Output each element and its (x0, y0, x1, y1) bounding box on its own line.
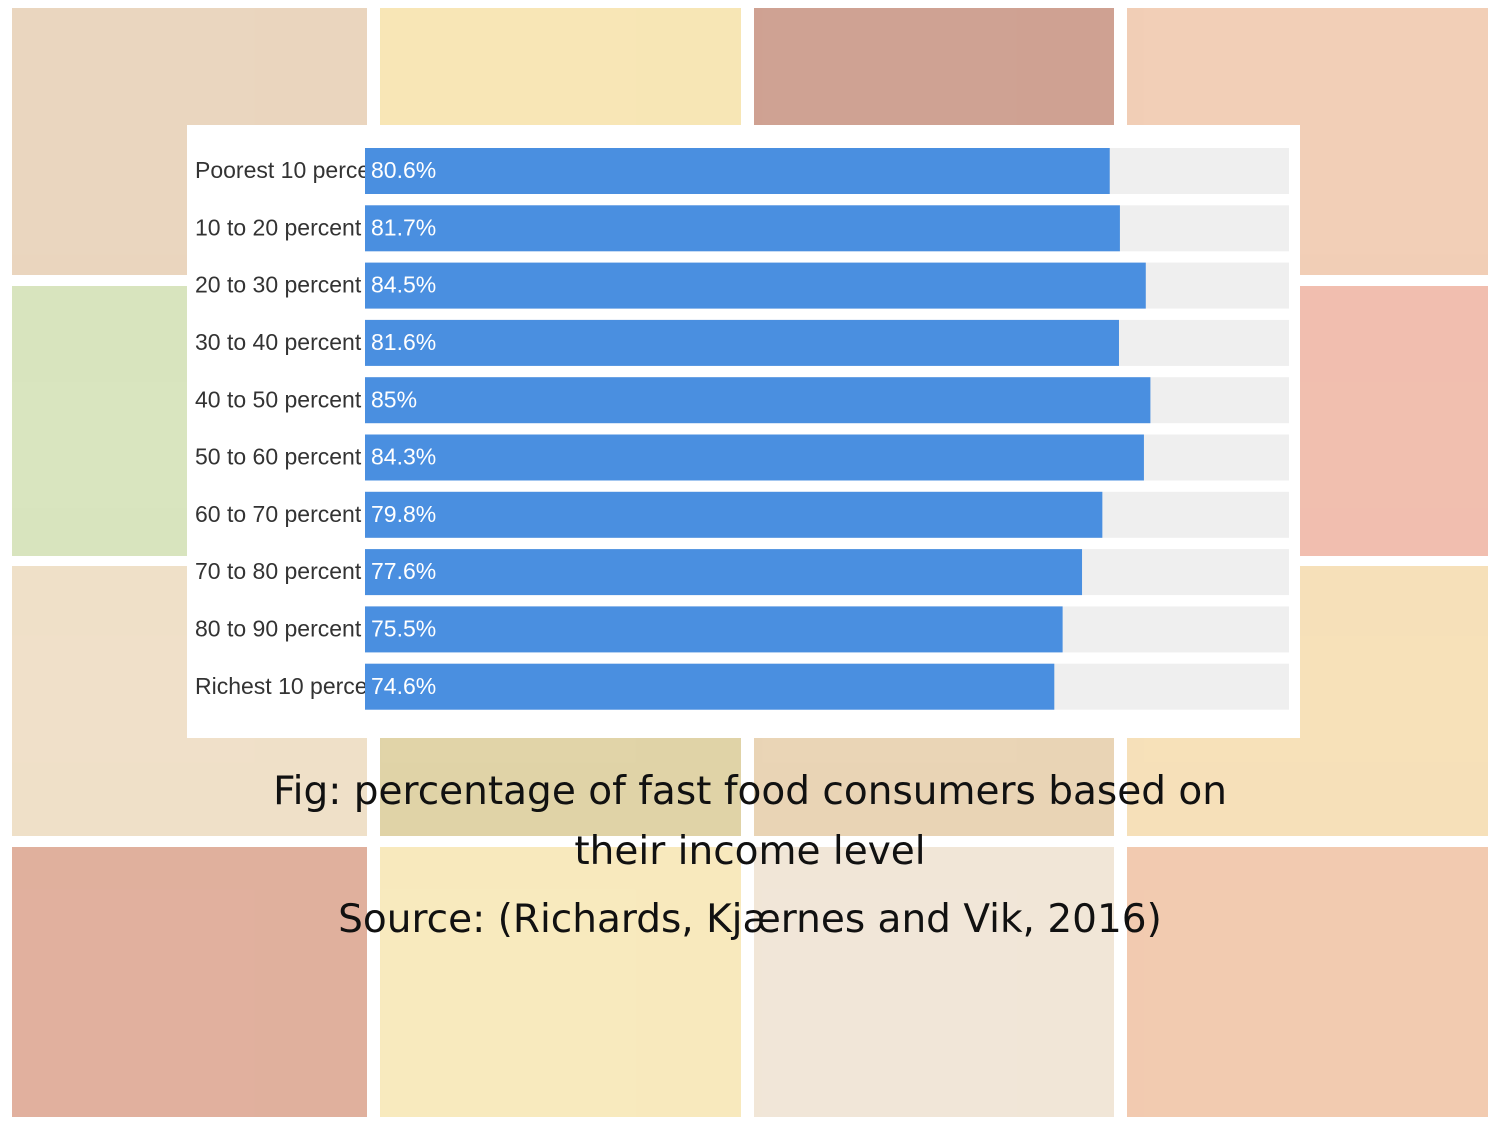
category-label: 60 to 70 percent (195, 501, 362, 527)
category-label: Richest 10 percent (195, 673, 387, 699)
bar (365, 606, 1063, 653)
bar (365, 319, 1119, 366)
value-label: 81.6% (371, 329, 436, 355)
category-label: 10 to 20 percent (195, 214, 362, 240)
category-label: 30 to 40 percent (195, 329, 362, 355)
category-label: Poorest 10 percent (195, 157, 390, 183)
bar (365, 663, 1055, 710)
value-label: 85% (371, 386, 417, 412)
category-label: 70 to 80 percent (195, 558, 362, 584)
value-label: 77.6% (371, 558, 436, 584)
category-label: 20 to 30 percent (195, 272, 362, 298)
bar (365, 549, 1083, 596)
bar (365, 148, 1110, 194)
bar (365, 262, 1146, 309)
source-caption: Source: (Richards, Kjærnes and Vik, 2016… (338, 897, 1162, 942)
bar (365, 205, 1120, 252)
value-label: 80.6% (371, 157, 436, 183)
bar (365, 377, 1151, 424)
value-label: 84.5% (371, 272, 436, 298)
category-label: 50 to 60 percent (195, 444, 362, 470)
value-label: 81.7% (371, 214, 436, 240)
category-label: 80 to 90 percent (195, 615, 362, 641)
value-label: 74.6% (371, 673, 436, 699)
category-label: 40 to 50 percent (195, 386, 362, 412)
bar (365, 434, 1144, 481)
bar (365, 491, 1103, 538)
value-label: 79.8% (371, 501, 436, 527)
figure-caption: Fig: percentage of fast food consumers b… (273, 769, 1227, 874)
value-label: 84.3% (371, 444, 436, 470)
value-label: 75.5% (371, 615, 436, 641)
